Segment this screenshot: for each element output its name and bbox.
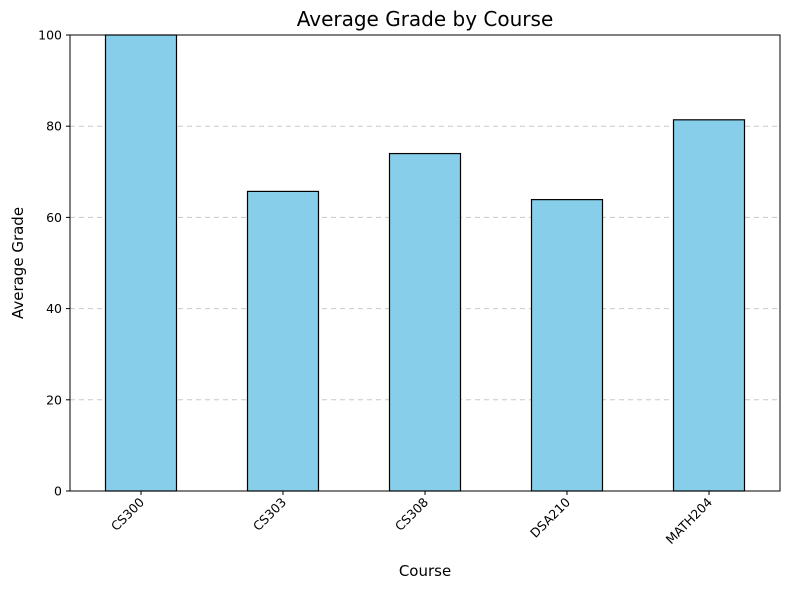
y-axis-label: Average Grade <box>9 207 27 319</box>
y-tick-label: 100 <box>38 28 62 43</box>
x-axis-ticks: CS300 CS303 CS308 DSA210 MATH204 <box>108 491 715 547</box>
bar-cs303 <box>246 190 320 492</box>
y-tick-label: 80 <box>46 119 62 134</box>
bar-cs308 <box>388 152 462 492</box>
x-tick-label: CS300 <box>108 494 147 533</box>
x-tick-label: MATH204 <box>663 494 716 547</box>
y-axis-ticks: 0 20 40 60 80 100 <box>38 28 70 499</box>
bar-cs300 <box>104 34 178 492</box>
x-axis-label: Course <box>399 562 451 580</box>
y-tick-label: 0 <box>54 484 62 499</box>
y-tick-label: 60 <box>46 210 62 225</box>
y-tick-label: 40 <box>46 301 62 316</box>
y-tick-label: 20 <box>46 392 62 407</box>
x-tick-label: CS303 <box>250 495 289 534</box>
bar-math204 <box>672 119 746 492</box>
bars <box>104 34 746 492</box>
bar-dsa210 <box>530 199 604 492</box>
chart-title: Average Grade by Course <box>297 7 554 31</box>
x-tick-label: DSA210 <box>527 494 573 540</box>
x-tick-label: CS308 <box>392 494 431 533</box>
